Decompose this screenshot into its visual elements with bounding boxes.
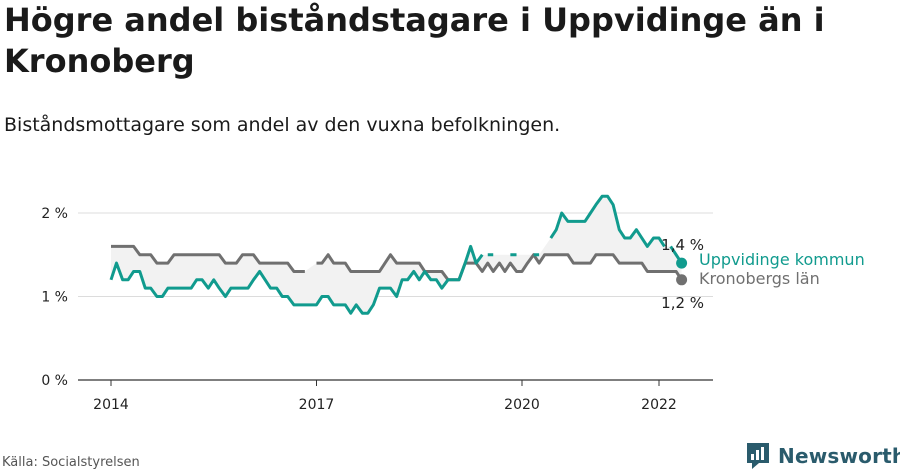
y-tick-label: 2 % (41, 206, 68, 222)
brand-logo: Newsworthy (745, 441, 900, 471)
uppvidinge-value-label: 1,4 % (661, 236, 704, 254)
series-lines (109, 194, 683, 315)
axes: 0 % 1 % 2 % 2014 2017 2020 2022 (41, 206, 713, 413)
source-note: Källa: Socialstyrelsen (2, 455, 140, 470)
chart-subtitle: Biståndsmottagare som andel av den vuxna… (4, 114, 561, 136)
x-tick-label: 2022 (641, 397, 677, 413)
kronoberg-line (316, 253, 683, 282)
kronoberg-value-label: 1,2 % (661, 294, 704, 312)
kronoberg-end-dot (676, 274, 688, 286)
chart-title: Högre andel biståndstagare i Uppvidinge … (4, 1, 825, 80)
x-tick-label: 2017 (299, 397, 335, 413)
uppvidinge-line (549, 194, 666, 248)
x-tick-label: 2014 (93, 397, 129, 413)
y-tick-label: 1 % (41, 290, 68, 306)
x-tick-label: 2020 (504, 397, 540, 413)
uppvidinge-series-name: Uppvidinge kommun (699, 250, 865, 269)
y-tick-label: 0 % (41, 373, 68, 389)
brand-name: Newsworthy (778, 444, 900, 468)
kronoberg-series-name: Kronobergs län (699, 269, 820, 288)
kronoberg-line (111, 244, 305, 273)
newsworthy-logo-icon (747, 443, 769, 469)
uppvidinge-line (109, 244, 484, 315)
uppvidinge-end-dot (676, 257, 688, 269)
